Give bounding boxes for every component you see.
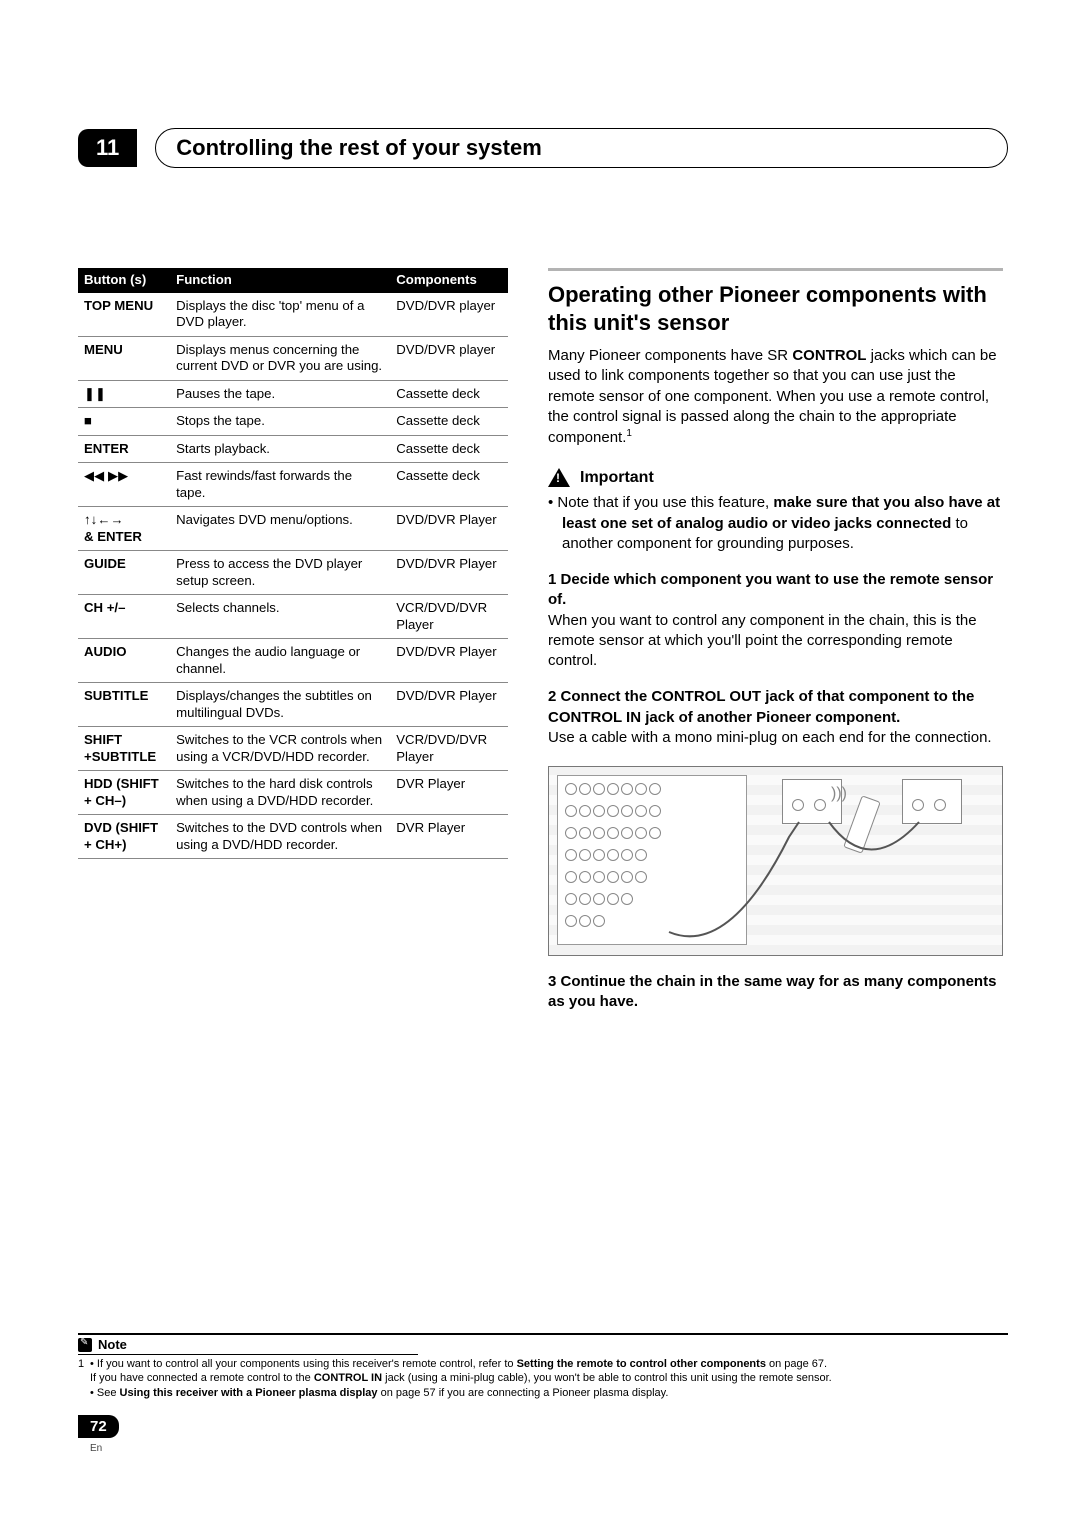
table-row: SHIFT +SUBTITLESwitches to the VCR contr… <box>78 727 508 771</box>
chapter-title: Controlling the rest of your system <box>155 128 1008 168</box>
col-header-buttons: Button (s) <box>78 268 170 293</box>
note-label: Note <box>98 1337 127 1352</box>
chapter-header: 11 Controlling the rest of your system <box>78 128 1008 168</box>
page-content: 11 Controlling the rest of your system B… <box>78 128 1008 1013</box>
col-header-components: Components <box>390 268 508 293</box>
col-header-function: Function <box>170 268 390 293</box>
table-row: DVD (SHIFT + CH+)Switches to the DVD con… <box>78 815 508 859</box>
table-row: ■Stops the tape.Cassette deck <box>78 408 508 436</box>
table-row: AUDIOChanges the audio language or chann… <box>78 639 508 683</box>
table-row: GUIDEPress to access the DVD player setu… <box>78 551 508 595</box>
table-header-row: Button (s) Function Components <box>78 268 508 293</box>
important-heading: Important <box>548 468 1003 487</box>
footnotes-block: Note 1• If you want to control all your … <box>78 1323 1008 1400</box>
footnote-rule <box>78 1354 418 1355</box>
important-bullet: Note that if you use this feature, make … <box>548 493 1003 554</box>
table-row: ◀◀ ▶▶Fast rewinds/fast forwards the tape… <box>78 463 508 507</box>
table-row: SUBTITLEDisplays/changes the subtitles o… <box>78 683 508 727</box>
table-body: TOP MENUDisplays the disc 'top' menu of … <box>78 293 508 859</box>
button-function-table: Button (s) Function Components TOP MENUD… <box>78 268 508 859</box>
note-heading: Note <box>78 1333 1008 1352</box>
step-2: 2 Connect the CONTROL OUT jack of that c… <box>548 687 1003 748</box>
connection-diagram: ))) <box>548 766 1003 956</box>
footnote-1c: • See Using this receiver with a Pioneer… <box>78 1386 1008 1400</box>
important-bullet-list: Note that if you use this feature, make … <box>548 493 1003 554</box>
step-1: 1 Decide which component you want to use… <box>548 570 1003 671</box>
table-row: TOP MENUDisplays the disc 'top' menu of … <box>78 293 508 337</box>
intro-paragraph: Many Pioneer components have SR CONTROL … <box>548 346 1003 448</box>
footnote-1b: If you have connected a remote control t… <box>78 1371 1008 1385</box>
table-row: ❚❚Pauses the tape.Cassette deck <box>78 380 508 408</box>
table-row: MENUDisplays menus concerning the curren… <box>78 336 508 380</box>
footnote-1a: 1• If you want to control all your compo… <box>78 1357 1008 1371</box>
two-column-layout: Button (s) Function Components TOP MENUD… <box>78 268 1008 1013</box>
table-row: ENTERStarts playback.Cassette deck <box>78 435 508 463</box>
important-label: Important <box>580 469 654 487</box>
step-3: 3 Continue the chain in the same way for… <box>548 972 1003 1013</box>
table-row: CH +/–Selects channels.VCR/DVD/DVR Playe… <box>78 595 508 639</box>
section-rule <box>548 268 1003 271</box>
page-number: 72 <box>78 1415 119 1438</box>
left-column: Button (s) Function Components TOP MENUD… <box>78 268 508 1013</box>
language-code: En <box>90 1443 102 1454</box>
section-heading: Operating other Pioneer components with … <box>548 281 1003 336</box>
table-row: HDD (SHIFT + CH–)Switches to the hard di… <box>78 771 508 815</box>
chapter-number: 11 <box>78 129 137 167</box>
note-pencil-icon <box>78 1338 92 1352</box>
table-row: ↑↓←→& ENTERNavigates DVD menu/options.DV… <box>78 507 508 551</box>
right-column: Operating other Pioneer components with … <box>548 268 1003 1013</box>
warning-triangle-icon <box>548 468 570 487</box>
